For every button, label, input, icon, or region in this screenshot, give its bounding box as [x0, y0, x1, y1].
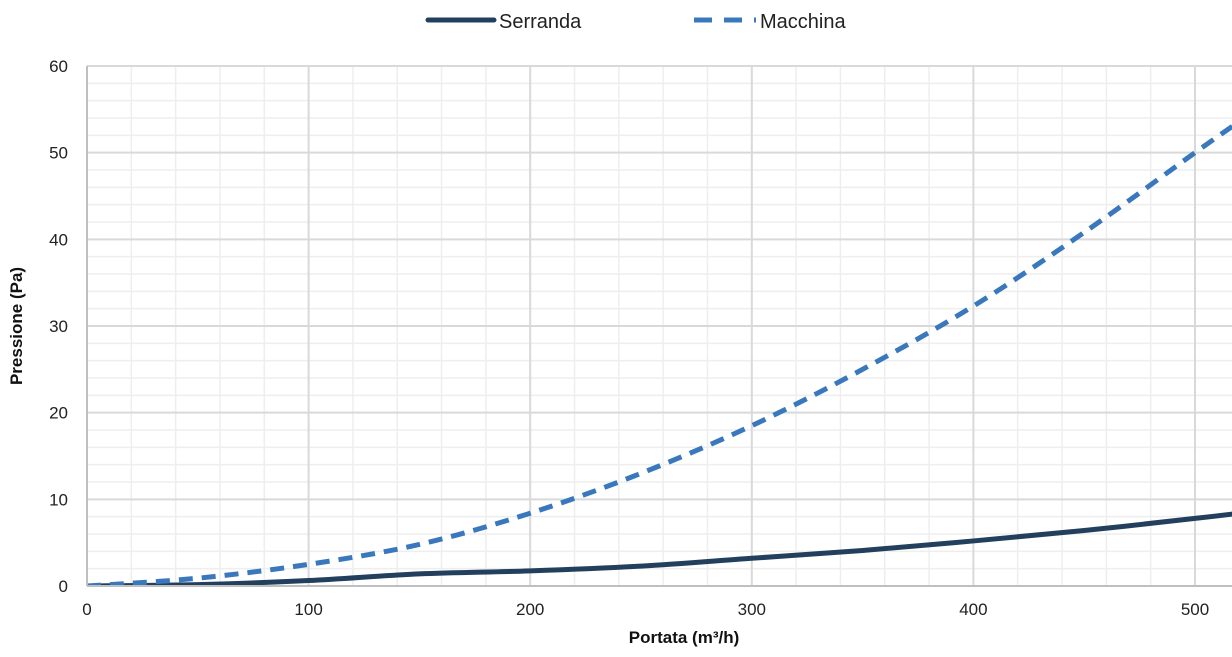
y-axis-title: Pressione (Pa): [7, 267, 26, 385]
y-tick-label: 20: [49, 404, 68, 423]
series-line-serranda: [87, 511, 1232, 586]
series-line-macchina: [87, 123, 1232, 586]
y-tick-label: 50: [49, 144, 68, 163]
x-tick-label: 200: [516, 600, 544, 619]
series-layer: [87, 123, 1232, 586]
x-tick-label: 300: [738, 600, 766, 619]
y-tick-labels: 0 10 20 30 40 50 60: [49, 57, 68, 596]
y-tick-label: 30: [49, 317, 68, 336]
x-tick-labels: 0 100 200 300 400 500: [82, 600, 1209, 619]
y-tick-label: 10: [49, 490, 68, 509]
y-tick-label: 0: [59, 577, 68, 596]
x-tick-label: 500: [1181, 600, 1209, 619]
major-gridlines: [87, 65, 1232, 586]
axes-layer: [86, 66, 1232, 587]
x-tick-label: 400: [959, 600, 987, 619]
x-tick-label: 0: [82, 600, 91, 619]
x-axis-title: Portata (m³/h): [629, 628, 740, 647]
legend-label-serranda: Serranda: [499, 11, 582, 33]
x-tick-label: 100: [294, 600, 322, 619]
y-tick-label: 40: [49, 230, 68, 249]
legend: Serranda Macchina: [425, 11, 846, 33]
y-tick-label: 60: [49, 57, 68, 76]
legend-label-macchina: Macchina: [760, 11, 846, 33]
